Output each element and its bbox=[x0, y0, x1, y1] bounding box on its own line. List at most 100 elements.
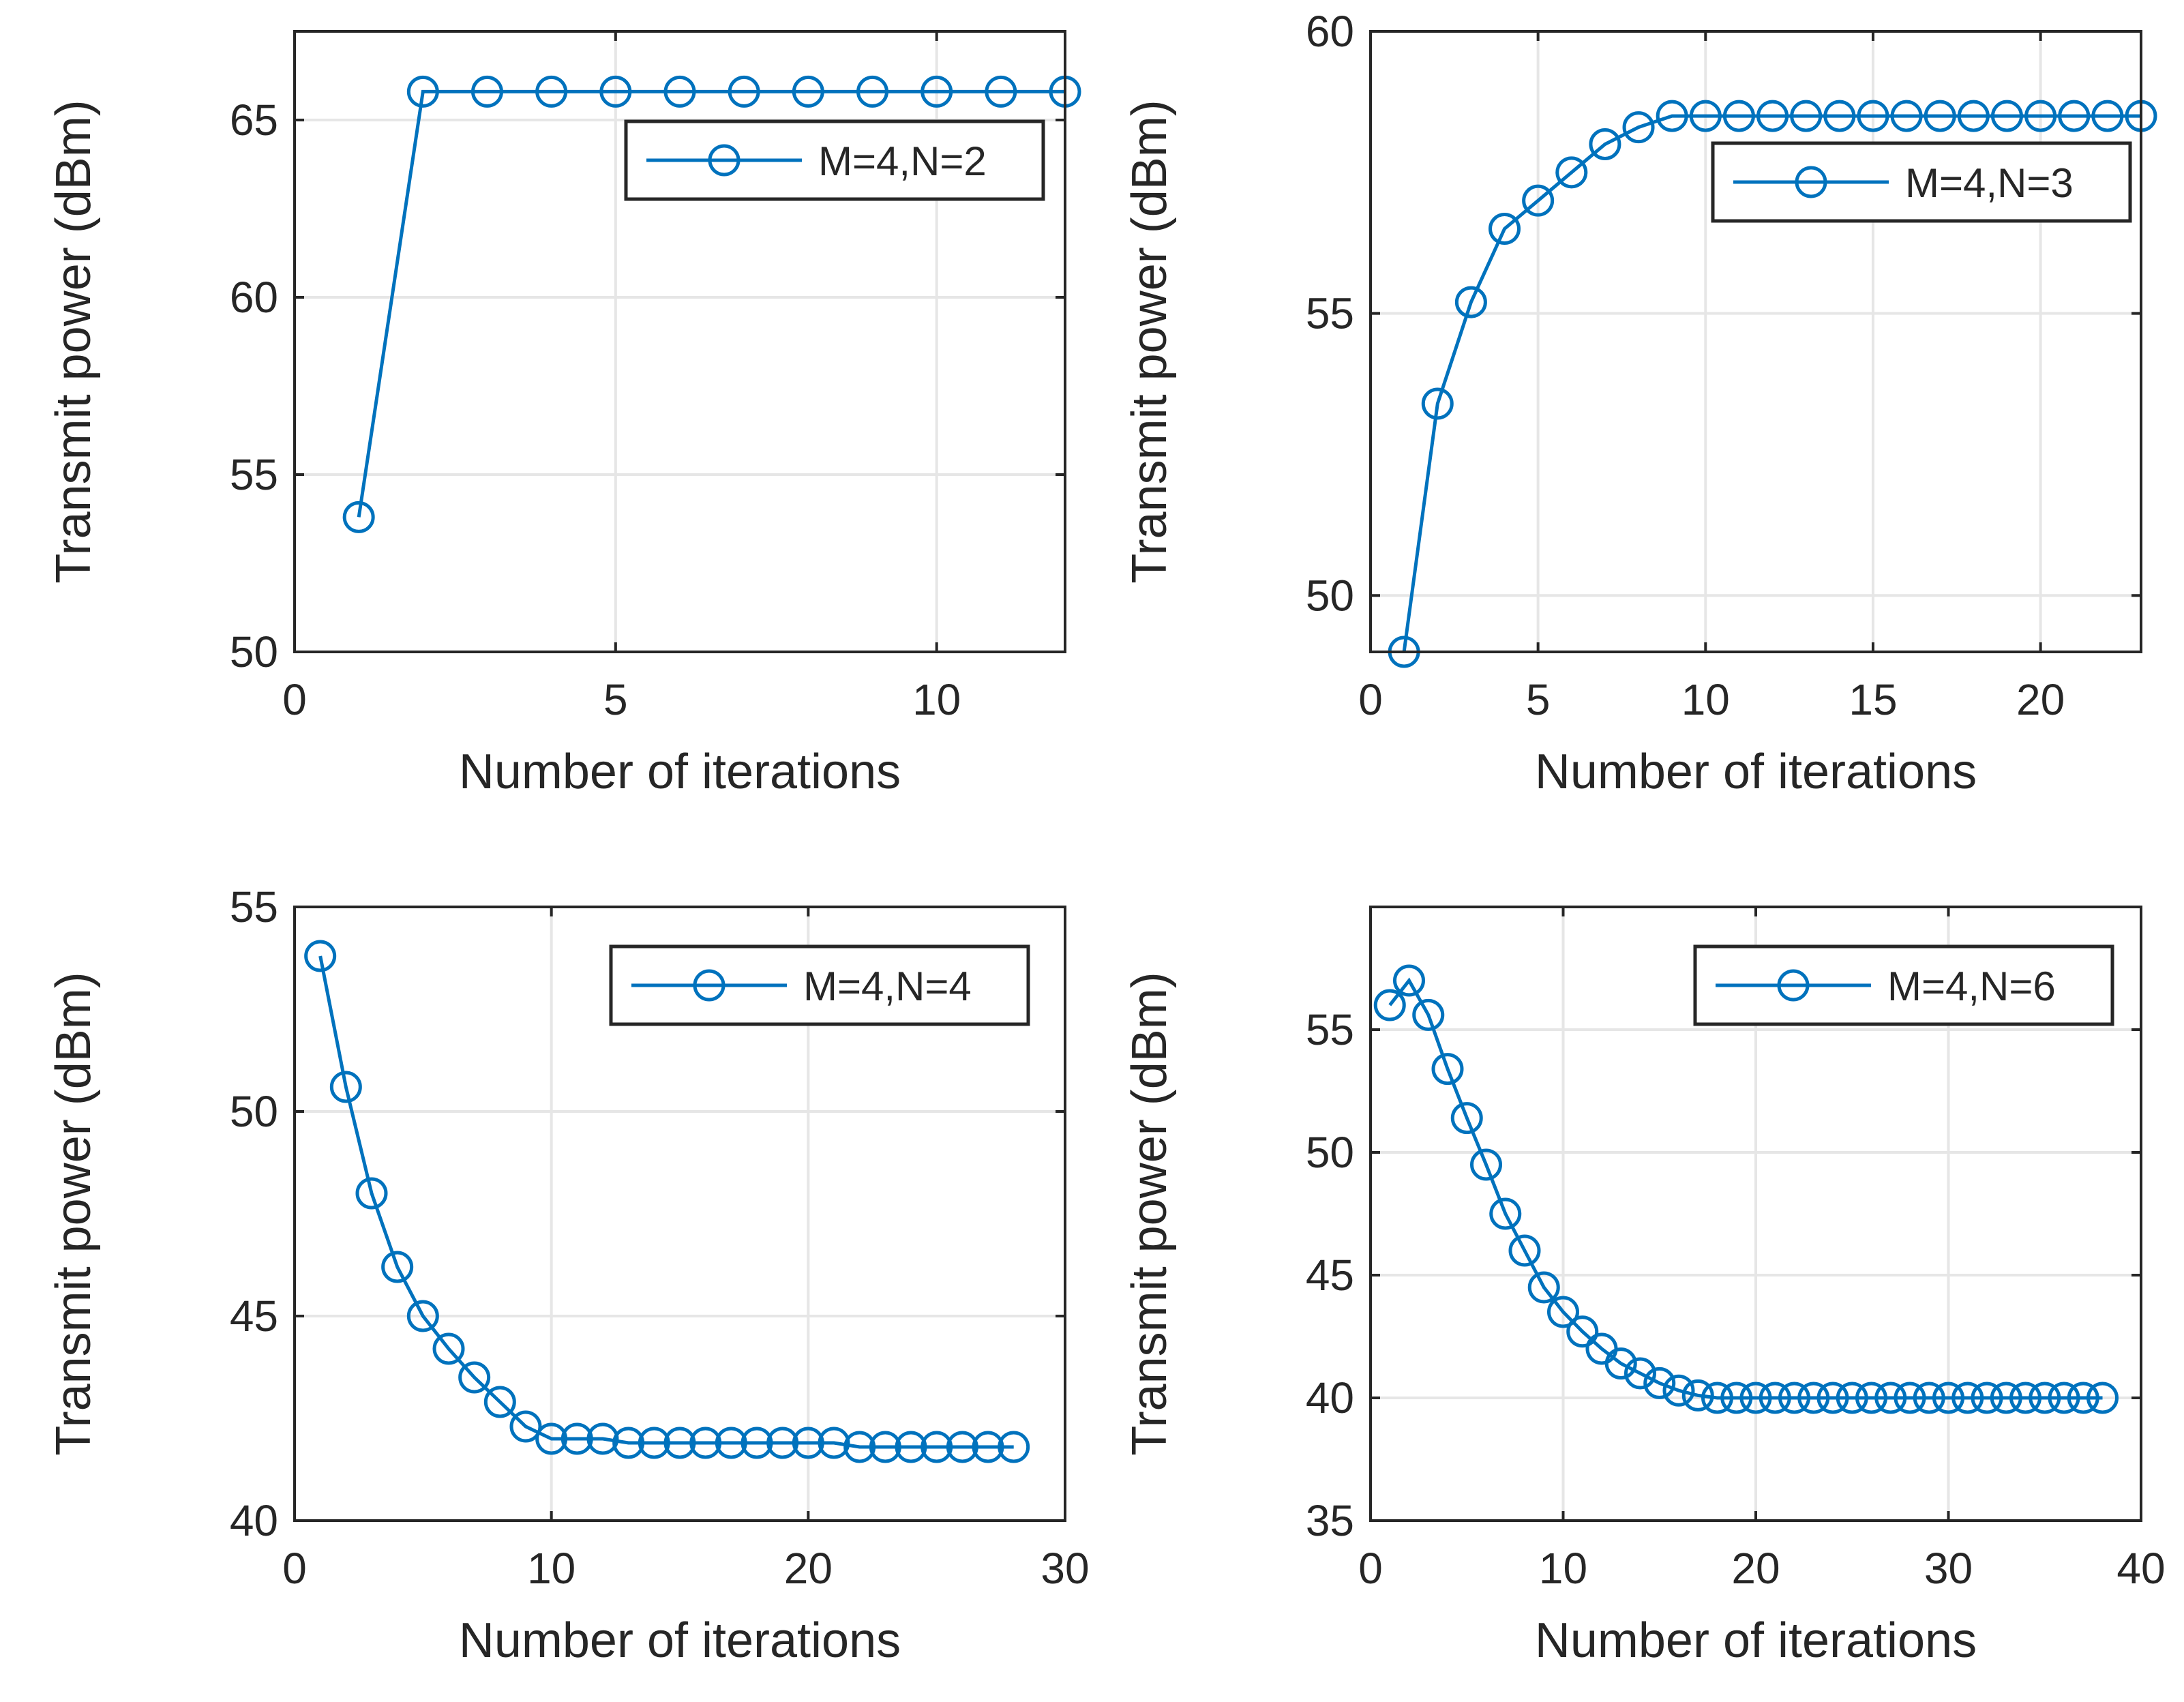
y-tick-label: 35 bbox=[1306, 1496, 1354, 1545]
axes-frame bbox=[1369, 30, 2142, 653]
subplot-1: 0 5 10 50 55 60 65 Number of iterations Transmit… bbox=[46, 30, 1081, 799]
axes-background bbox=[1371, 31, 2141, 652]
data-point-marker bbox=[1836, 1382, 1868, 1414]
data-point-marker bbox=[972, 1431, 1004, 1463]
data-point-marker bbox=[1393, 964, 1425, 997]
data-point-marker bbox=[471, 75, 503, 108]
data-point-marker bbox=[612, 1427, 645, 1459]
data-point-marker bbox=[869, 1431, 901, 1463]
x-tick-label: 30 bbox=[1041, 1544, 1089, 1593]
data-point-marker bbox=[921, 75, 953, 108]
data-point-marker bbox=[2086, 1382, 2119, 1414]
data-point-marker bbox=[406, 1300, 439, 1332]
data-point-marker bbox=[1823, 100, 1856, 132]
data-point-marker bbox=[766, 1427, 799, 1459]
x-tick-label: 0 bbox=[282, 1544, 307, 1593]
data-point-marker bbox=[2067, 1382, 2099, 1414]
data-point-marker bbox=[1421, 387, 1454, 420]
data-point-marker bbox=[2029, 1382, 2061, 1414]
data-point-marker bbox=[1566, 1315, 1599, 1348]
data-point-marker bbox=[535, 1422, 568, 1455]
data-point-marker bbox=[792, 75, 824, 108]
data-point-marker bbox=[1790, 100, 1823, 132]
data-point-marker bbox=[1489, 1197, 1522, 1230]
y-tick-label: 50 bbox=[230, 1087, 278, 1136]
data-point-marker bbox=[2048, 1382, 2080, 1414]
x-tick-label: 5 bbox=[603, 675, 628, 724]
data-point-marker bbox=[1527, 1271, 1560, 1304]
x-tick-label: 0 bbox=[1358, 675, 1383, 724]
data-point-marker bbox=[586, 1422, 619, 1455]
data-point-marker bbox=[818, 1427, 850, 1459]
data-point-marker bbox=[1547, 1296, 1579, 1328]
y-tick-label: 55 bbox=[1306, 1005, 1354, 1054]
data-point-marker bbox=[355, 1177, 388, 1210]
data-point-marker bbox=[329, 1071, 362, 1103]
y-tick-label: 65 bbox=[230, 95, 278, 145]
data-point-marker bbox=[856, 75, 888, 108]
data-point-marker bbox=[1756, 100, 1789, 132]
y-tick-label: 50 bbox=[1306, 1128, 1354, 1177]
y-tick-label: 60 bbox=[1306, 7, 1354, 56]
x-tick-label: 40 bbox=[2116, 1544, 2165, 1593]
legend-marker-sample bbox=[1777, 969, 1810, 1002]
y-tick-label: 40 bbox=[1306, 1373, 1354, 1422]
data-point-marker bbox=[1990, 1382, 2022, 1414]
data-point-marker bbox=[2009, 1382, 2041, 1414]
y-tick-label: 45 bbox=[230, 1292, 278, 1341]
data-point-marker bbox=[406, 75, 439, 108]
data-point-marker bbox=[1555, 156, 1588, 189]
data-point-marker bbox=[1643, 1367, 1676, 1399]
y-axis-label: Transmit power (dBm) bbox=[1122, 972, 1177, 1455]
x-axis-label: Number of iterations bbox=[459, 1613, 901, 1668]
data-point-marker bbox=[792, 1427, 824, 1459]
y-axis-label: Transmit power (dBm) bbox=[46, 972, 101, 1455]
legend: M=4,N=3 bbox=[1711, 141, 2132, 223]
y-axis-label: Transmit power (dBm) bbox=[1122, 100, 1177, 583]
data-point-marker bbox=[663, 75, 696, 108]
data-point-marker bbox=[1681, 1379, 1714, 1412]
x-tick-label: 20 bbox=[784, 1544, 833, 1593]
x-tick-label: 30 bbox=[1924, 1544, 1973, 1593]
data-point-marker bbox=[728, 75, 760, 108]
x-tick-label: 5 bbox=[1526, 675, 1551, 724]
data-point-marker bbox=[1622, 111, 1655, 144]
data-point-marker bbox=[1957, 100, 1990, 132]
data-point-marker bbox=[1722, 100, 1755, 132]
data-point-marker bbox=[689, 1427, 722, 1459]
subplot-4: 0 10 20 30 40 35 40 45 50 55 Number of iterations T… bbox=[1122, 906, 2166, 1668]
data-point-marker bbox=[985, 75, 1017, 108]
data-point-marker bbox=[1373, 989, 1406, 1021]
data-point-marker bbox=[1797, 1382, 1830, 1414]
y-tick-label: 55 bbox=[1306, 289, 1354, 338]
data-point-marker bbox=[895, 1431, 927, 1463]
x-tick-label: 20 bbox=[2016, 675, 2065, 724]
data-point-marker bbox=[1508, 1234, 1541, 1267]
data-point-marker bbox=[1450, 1102, 1483, 1135]
y-tick-label: 55 bbox=[230, 882, 278, 931]
data-point-marker bbox=[1890, 100, 1923, 132]
data-point-marker bbox=[1589, 128, 1621, 160]
data-point-marker bbox=[1778, 1382, 1810, 1414]
data-point-marker bbox=[1412, 998, 1445, 1031]
data-point-marker bbox=[1604, 1347, 1637, 1380]
data-point-marker bbox=[843, 1431, 876, 1463]
data-point-marker bbox=[432, 1332, 465, 1365]
y-tick-label: 60 bbox=[230, 273, 278, 322]
data-point-marker bbox=[560, 1422, 593, 1455]
data-point-marker bbox=[1894, 1382, 1926, 1414]
x-tick-label: 10 bbox=[1681, 675, 1730, 724]
y-tick-label: 50 bbox=[230, 627, 278, 676]
data-point-marker bbox=[1990, 100, 2023, 132]
data-point-marker bbox=[2024, 100, 2057, 132]
data-point-marker bbox=[1874, 1382, 1907, 1414]
data-point-marker bbox=[1656, 100, 1688, 132]
data-point-marker bbox=[1855, 1382, 1887, 1414]
legend-label: M=4,N=3 bbox=[1905, 160, 2074, 206]
x-tick-label: 0 bbox=[282, 675, 307, 724]
data-point-marker bbox=[1662, 1374, 1695, 1407]
data-point-marker bbox=[1816, 1382, 1849, 1414]
data-point-marker bbox=[1624, 1357, 1656, 1390]
data-point-marker bbox=[1431, 1053, 1464, 1086]
